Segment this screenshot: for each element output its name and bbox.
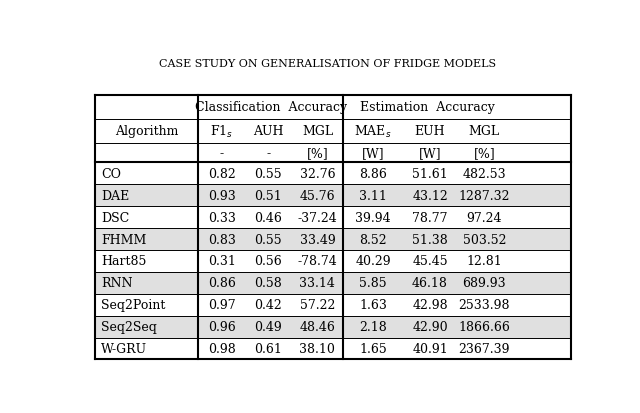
Text: 1287.32: 1287.32 xyxy=(459,189,510,202)
Text: 0.31: 0.31 xyxy=(208,255,236,268)
Text: MGL: MGL xyxy=(302,125,333,138)
Text: -: - xyxy=(220,147,224,159)
Text: DAE: DAE xyxy=(101,189,129,202)
Text: 32.76: 32.76 xyxy=(300,167,335,180)
Text: 33.49: 33.49 xyxy=(300,233,335,246)
Text: 2533.98: 2533.98 xyxy=(459,299,510,311)
Text: MGL: MGL xyxy=(468,125,500,138)
Text: EUH: EUH xyxy=(415,125,445,138)
Text: 1866.66: 1866.66 xyxy=(458,320,510,333)
Text: [%]: [%] xyxy=(474,147,495,159)
Text: 2.18: 2.18 xyxy=(359,320,387,333)
Text: 0.83: 0.83 xyxy=(208,233,236,246)
Text: DSC: DSC xyxy=(101,211,129,224)
Text: -78.74: -78.74 xyxy=(298,255,337,268)
Text: 0.55: 0.55 xyxy=(255,167,282,180)
Text: 0.61: 0.61 xyxy=(254,342,282,355)
Text: W-GRU: W-GRU xyxy=(101,342,147,355)
Text: 42.90: 42.90 xyxy=(412,320,448,333)
Text: 40.91: 40.91 xyxy=(412,342,448,355)
Text: 0.46: 0.46 xyxy=(254,211,282,224)
Text: 503.52: 503.52 xyxy=(463,233,506,246)
Text: 3.11: 3.11 xyxy=(359,189,387,202)
Text: 0.56: 0.56 xyxy=(254,255,282,268)
Text: 78.77: 78.77 xyxy=(412,211,448,224)
Text: 5.85: 5.85 xyxy=(359,277,387,290)
Text: 0.97: 0.97 xyxy=(208,299,236,311)
Text: CASE STUDY ON GENERALISATION OF FRIDGE MODELS: CASE STUDY ON GENERALISATION OF FRIDGE M… xyxy=(159,59,497,69)
Text: 33.14: 33.14 xyxy=(300,277,335,290)
Text: FHMM: FHMM xyxy=(101,233,146,246)
Text: 1.65: 1.65 xyxy=(359,342,387,355)
Text: 0.49: 0.49 xyxy=(254,320,282,333)
Text: 482.53: 482.53 xyxy=(463,167,506,180)
Text: Hart85: Hart85 xyxy=(101,255,146,268)
Text: 51.38: 51.38 xyxy=(412,233,448,246)
Text: Seq2Seq: Seq2Seq xyxy=(101,320,157,333)
Text: 57.22: 57.22 xyxy=(300,299,335,311)
Text: 46.18: 46.18 xyxy=(412,277,448,290)
Text: 0.96: 0.96 xyxy=(208,320,236,333)
Text: 0.42: 0.42 xyxy=(254,299,282,311)
Text: 689.93: 689.93 xyxy=(463,277,506,290)
Bar xyxy=(95,185,571,206)
Text: 42.98: 42.98 xyxy=(412,299,448,311)
Text: 8.52: 8.52 xyxy=(359,233,387,246)
Text: Seq2Point: Seq2Point xyxy=(101,299,165,311)
Text: 51.61: 51.61 xyxy=(412,167,448,180)
Text: AUH: AUH xyxy=(253,125,284,138)
Text: Algorithm: Algorithm xyxy=(115,125,179,138)
Text: RNN: RNN xyxy=(101,277,132,290)
Text: 43.12: 43.12 xyxy=(412,189,448,202)
Text: 48.46: 48.46 xyxy=(300,320,335,333)
Text: 0.33: 0.33 xyxy=(208,211,236,224)
Text: -37.24: -37.24 xyxy=(298,211,337,224)
Bar xyxy=(95,272,571,294)
Text: 39.94: 39.94 xyxy=(355,211,391,224)
Text: 45.45: 45.45 xyxy=(412,255,448,268)
Text: -: - xyxy=(266,147,270,159)
Text: 0.55: 0.55 xyxy=(255,233,282,246)
Text: 97.24: 97.24 xyxy=(467,211,502,224)
Text: 0.58: 0.58 xyxy=(254,277,282,290)
Text: 0.93: 0.93 xyxy=(208,189,236,202)
Text: [W]: [W] xyxy=(362,147,385,159)
Text: 0.82: 0.82 xyxy=(208,167,236,180)
Text: 38.10: 38.10 xyxy=(300,342,335,355)
Text: Classification  Accuracy: Classification Accuracy xyxy=(195,101,347,114)
Text: Estimation  Accuracy: Estimation Accuracy xyxy=(360,101,495,114)
Text: MAE$_s$: MAE$_s$ xyxy=(355,123,392,139)
Bar xyxy=(95,228,571,250)
Text: 0.51: 0.51 xyxy=(254,189,282,202)
Text: [W]: [W] xyxy=(419,147,442,159)
Text: 40.29: 40.29 xyxy=(355,255,391,268)
Text: [%]: [%] xyxy=(307,147,328,159)
Text: 8.86: 8.86 xyxy=(359,167,387,180)
Text: 1.63: 1.63 xyxy=(359,299,387,311)
Text: F1$_s$: F1$_s$ xyxy=(210,123,233,139)
Text: 0.86: 0.86 xyxy=(208,277,236,290)
Text: 12.81: 12.81 xyxy=(467,255,502,268)
Text: CO: CO xyxy=(101,167,121,180)
Bar xyxy=(95,316,571,338)
Text: 0.98: 0.98 xyxy=(208,342,236,355)
Text: 2367.39: 2367.39 xyxy=(459,342,510,355)
Text: 45.76: 45.76 xyxy=(300,189,335,202)
